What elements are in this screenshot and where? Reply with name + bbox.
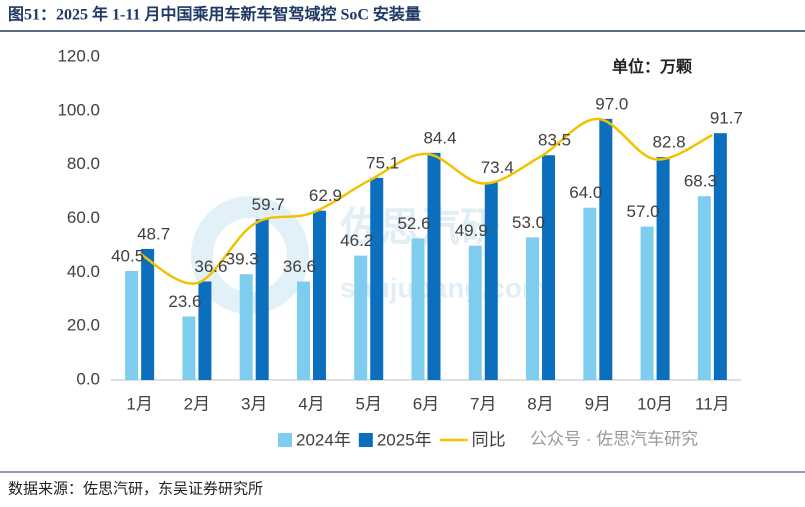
- bar: [198, 281, 212, 380]
- data-label: 82.8: [653, 133, 686, 152]
- bar: [182, 316, 196, 380]
- x-tick-label: 4月: [298, 394, 324, 413]
- y-tick-label: 80.0: [67, 154, 100, 173]
- bar: [239, 274, 253, 380]
- legend-swatch: [358, 433, 373, 447]
- data-label: 49.9: [455, 221, 488, 240]
- legend-label: 2025年: [377, 430, 432, 449]
- data-label: 68.3: [684, 172, 717, 191]
- data-label: 36.6: [283, 257, 316, 276]
- bar: [484, 182, 498, 380]
- x-tick-label: 8月: [527, 394, 553, 413]
- data-label: 59.7: [252, 195, 285, 214]
- data-label: 62.9: [309, 186, 342, 205]
- bar: [697, 196, 711, 380]
- data-label: 46.2: [340, 231, 373, 250]
- unit-label: 单位：万颗: [612, 57, 692, 76]
- y-tick-label: 40.0: [67, 262, 100, 281]
- bar: [542, 155, 556, 380]
- data-label: 40.5: [111, 246, 144, 265]
- data-label: 52.6: [397, 214, 430, 233]
- bar: [427, 152, 441, 380]
- x-tick-label: 2月: [184, 394, 210, 413]
- x-tick-label: 9月: [585, 394, 611, 413]
- bar: [255, 219, 269, 380]
- x-tick-label: 5月: [355, 394, 381, 413]
- data-label: 91.7: [710, 109, 743, 128]
- data-label: 64.0: [569, 183, 602, 202]
- data-label: 57.0: [627, 202, 660, 221]
- bar: [599, 118, 613, 381]
- bar: [656, 157, 670, 380]
- chart-title: 图51：2025 年 1-11 月中国乘用车新车智驾域控 SoC 安装量: [8, 5, 421, 24]
- data-label: 73.4: [481, 158, 514, 177]
- data-label: 39.3: [226, 250, 259, 269]
- legend-label: 2024年: [296, 430, 351, 449]
- source-note: 数据来源：佐思汽研，东吴证券研究所: [8, 480, 263, 497]
- x-tick-label: 1月: [126, 394, 152, 413]
- data-label: 53.0: [512, 213, 545, 232]
- y-tick-label: 0.0: [76, 369, 100, 388]
- y-tick-label: 20.0: [67, 316, 100, 335]
- data-label: 36.6: [194, 257, 227, 276]
- bar: [312, 210, 326, 380]
- y-tick-label: 100.0: [57, 100, 100, 119]
- y-tick-label: 60.0: [67, 208, 100, 227]
- data-label: 97.0: [595, 94, 628, 113]
- bar: [583, 207, 597, 380]
- y-tick-label: 120.0: [57, 46, 100, 65]
- data-label: 48.7: [137, 224, 170, 243]
- data-label: 75.1: [366, 153, 399, 172]
- watermark-account: 公众号 · 佐思汽车研究: [530, 429, 698, 448]
- data-label: 84.4: [423, 128, 456, 147]
- bar: [411, 238, 425, 380]
- bar: [468, 245, 482, 380]
- x-tick-label: 10月: [637, 394, 673, 413]
- x-tick-label: 11月: [695, 394, 730, 413]
- bar: [125, 270, 139, 380]
- bar: [713, 133, 727, 380]
- legend-label: 同比: [472, 430, 506, 449]
- legend-swatch: [278, 433, 292, 447]
- bar: [354, 255, 368, 380]
- bar: [640, 226, 654, 380]
- data-label: 23.6: [168, 292, 201, 311]
- bar: [370, 177, 384, 380]
- x-tick-label: 3月: [241, 394, 267, 413]
- bar: [296, 281, 310, 380]
- data-label: 83.5: [538, 131, 571, 150]
- bar: [141, 248, 155, 380]
- x-tick-label: 6月: [413, 394, 439, 413]
- bar: [526, 237, 540, 380]
- line-series: [138, 117, 713, 285]
- x-tick-label: 7月: [470, 394, 496, 413]
